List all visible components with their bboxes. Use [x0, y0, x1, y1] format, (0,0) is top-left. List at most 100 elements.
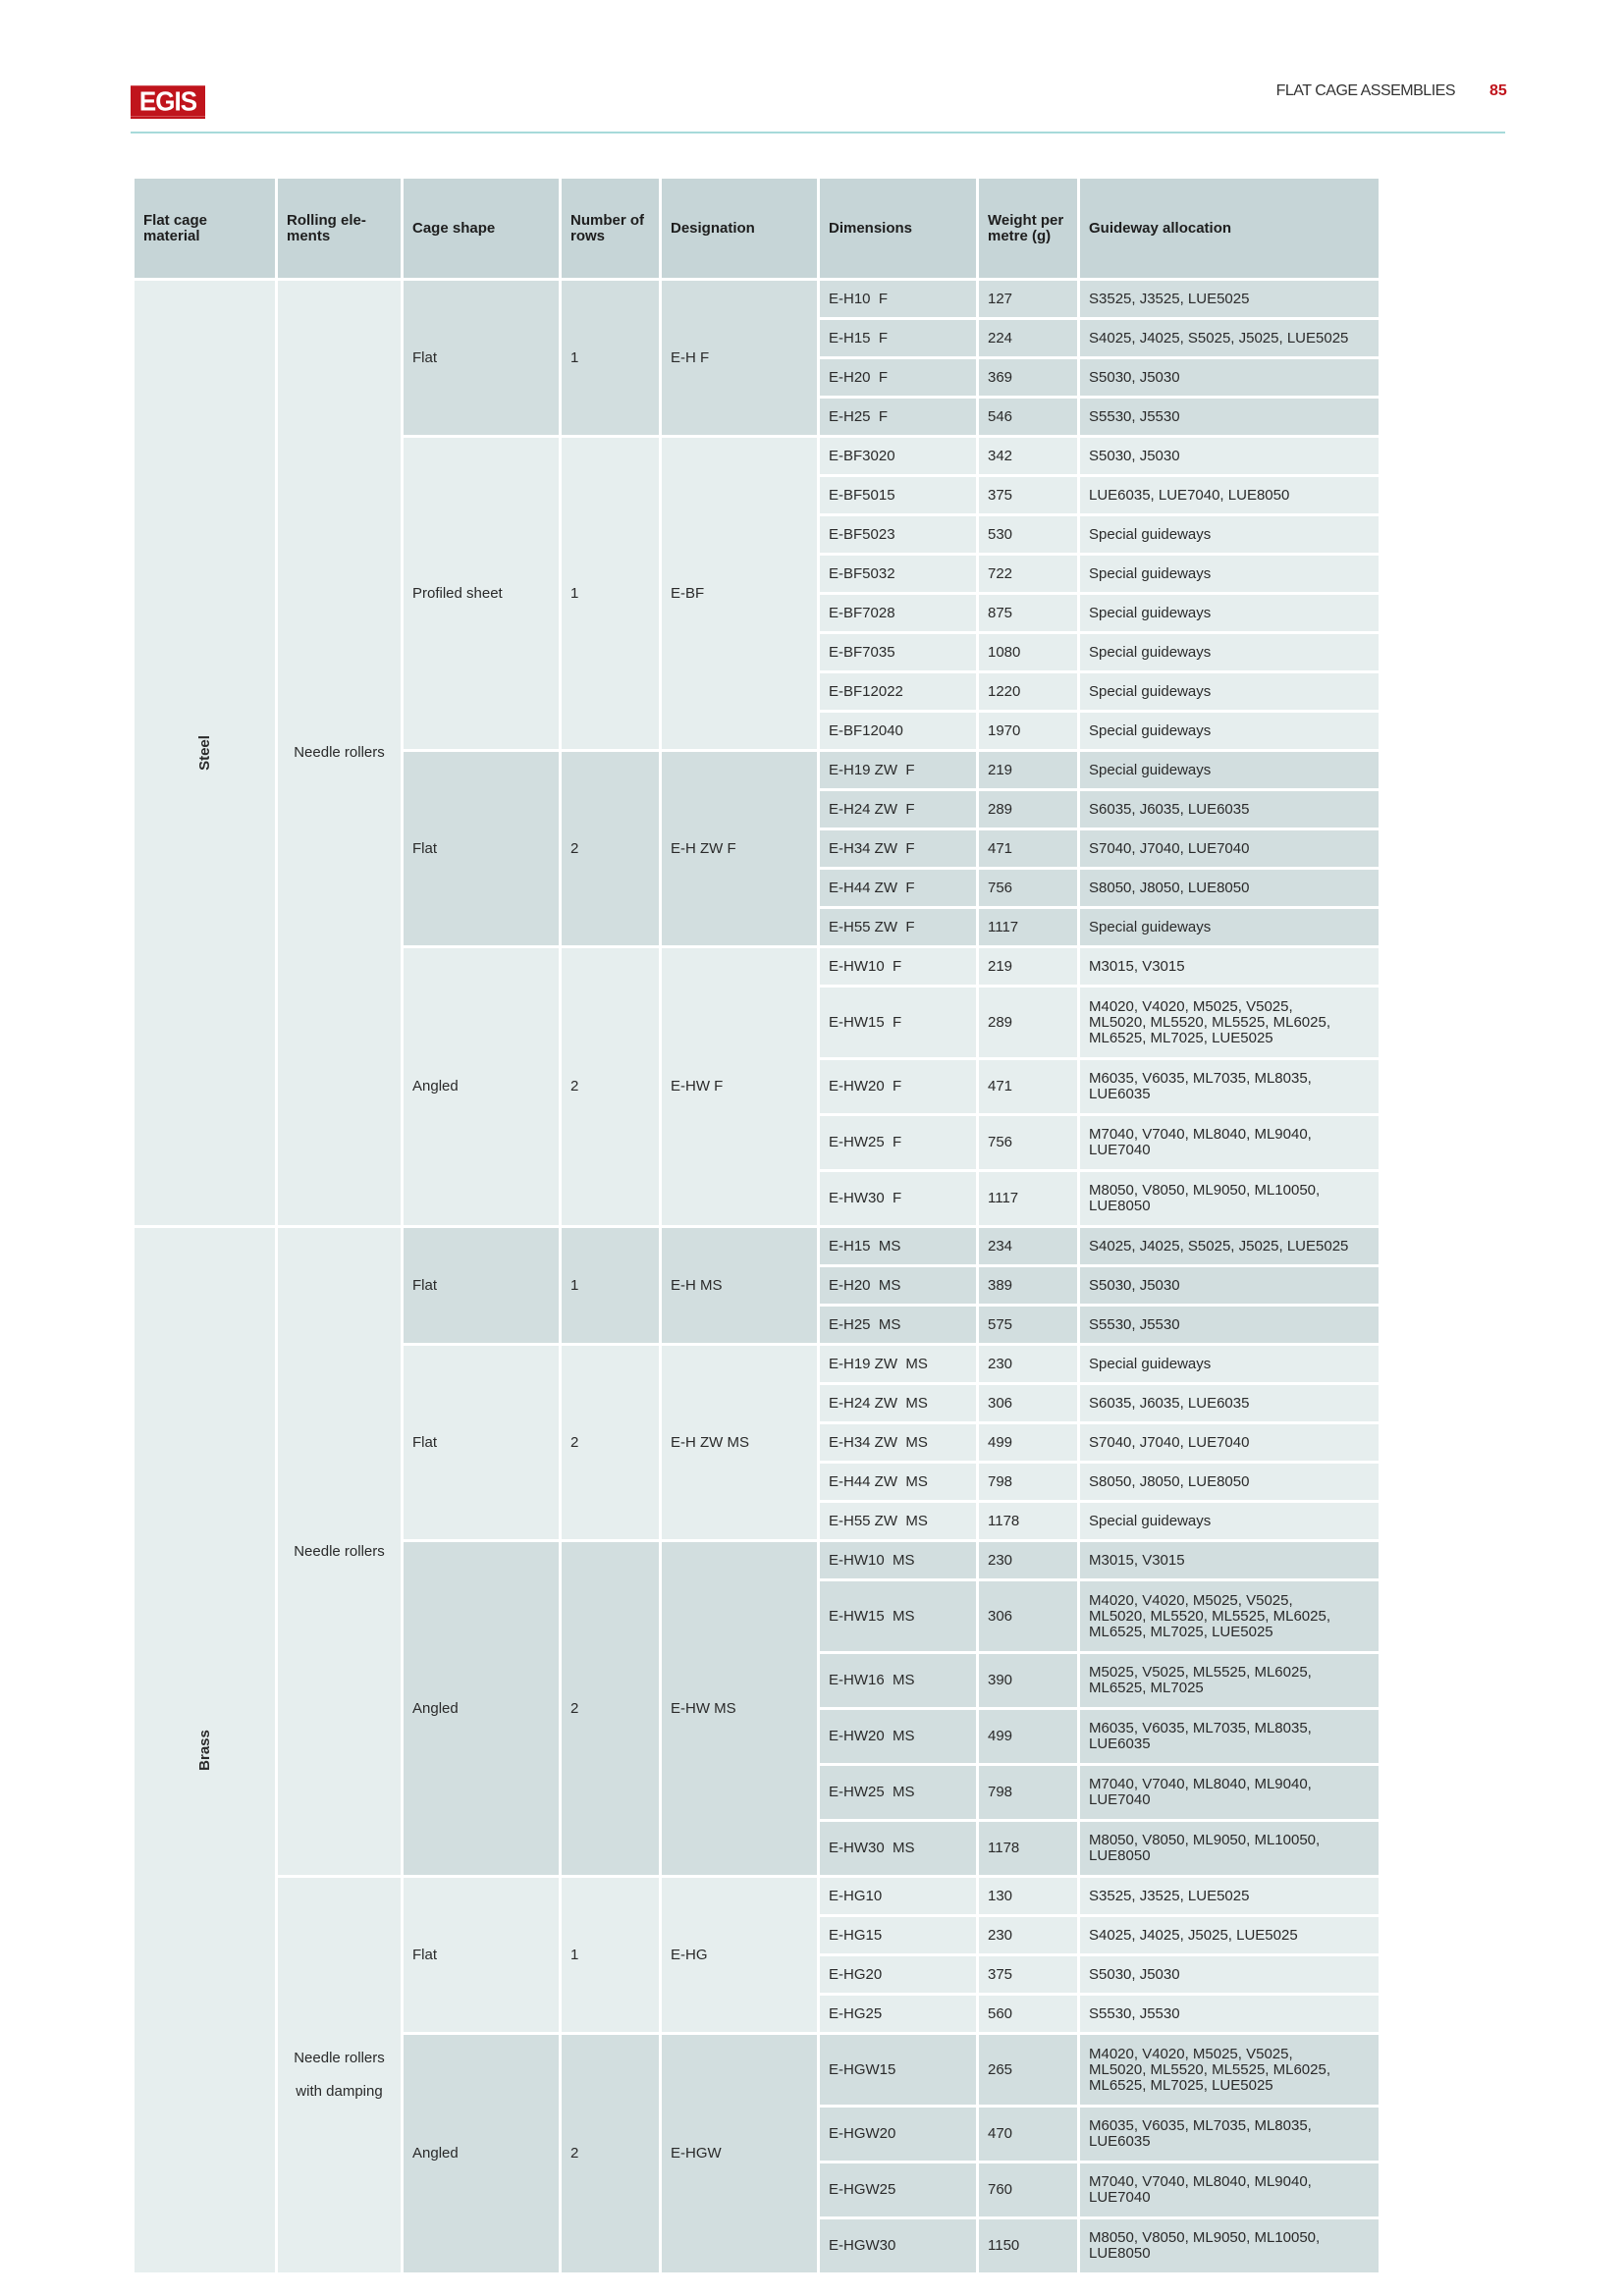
- weight-cell: 127: [979, 281, 1077, 317]
- guideway-cell: Special guideways: [1080, 673, 1379, 710]
- table-row: E-BF5015 375 LUE6035, LUE7040, LUE8050: [135, 477, 1379, 513]
- dimensions-cell: E-BF7028: [820, 595, 976, 631]
- cage-shape-cell: Angled: [404, 948, 559, 1225]
- weight-cell: 234: [979, 1228, 1077, 1264]
- egis-logo: EGIS: [131, 85, 205, 117]
- rows-cell: 1: [562, 1878, 659, 2032]
- table-row: E-H24 ZW MS 306 S6035, J6035, LUE6035: [135, 1385, 1379, 1421]
- dimensions-cell: E-H15 F: [820, 320, 976, 356]
- weight-cell: 499: [979, 1424, 1077, 1461]
- table-row: E-HW15 MS 306 M4020, V4020, M5025, V5025, …: [135, 1581, 1379, 1651]
- dimensions-cell: E-H25 F: [820, 399, 976, 435]
- weight-cell: 756: [979, 870, 1077, 906]
- guideway-cell: Special guideways: [1080, 752, 1379, 788]
- dimensions-cell: E-HG10: [820, 1878, 976, 1914]
- guideway-cell: M4020, V4020, M5025, V5025, ML5020, ML55…: [1080, 988, 1379, 1057]
- designation-cell: E-H F: [662, 281, 817, 435]
- table-row: E-HW30 MS 1178 M8050, V8050, ML9050, ML100…: [135, 1822, 1379, 1875]
- weight-cell: 471: [979, 1060, 1077, 1113]
- weight-cell: 798: [979, 1464, 1077, 1500]
- header-rule: [131, 132, 1505, 133]
- guideway-cell: S5030, J5030: [1080, 359, 1379, 396]
- dimensions-cell: E-BF7035: [820, 634, 976, 670]
- weight-cell: 375: [979, 477, 1077, 513]
- table-row: E-HG25 560 S5530, J5530: [135, 1996, 1379, 2032]
- guideway-cell: S4025, J4025, S5025, J5025, LUE5025: [1080, 1228, 1379, 1264]
- material-label: Steel: [195, 735, 213, 771]
- weight-cell: 530: [979, 516, 1077, 553]
- guideway-cell: S5030, J5030: [1080, 1267, 1379, 1304]
- designation-cell: E-HW MS: [662, 1542, 817, 1875]
- table-row: E-H20 MS 389 S5030, J5030: [135, 1267, 1379, 1304]
- weight-cell: 560: [979, 1996, 1077, 2032]
- weight-cell: 1117: [979, 909, 1077, 945]
- table-row: Brass Needle rollers Flat 1 E-H MS E-H15 MS 23…: [135, 1228, 1379, 2272]
- cage-shape-cell: Flat: [404, 1878, 559, 2032]
- dimensions-cell: E-HG15: [820, 1917, 976, 1953]
- table-row: E-BF5023 530 Special guideways: [135, 516, 1379, 553]
- flat-cage-table: Flat cage material Rolling ele- ments Ca…: [132, 176, 1381, 2275]
- designation-cell: E-H ZW F: [662, 752, 817, 945]
- table-row: E-HGW20 470 M6035, V6035, ML7035, ML8035, …: [135, 2108, 1379, 2161]
- rows-cell: 1: [562, 1228, 659, 1343]
- guideway-cell: M4020, V4020, M5025, V5025, ML5020, ML55…: [1080, 2035, 1379, 2105]
- guideway-cell: Special guideways: [1080, 1503, 1379, 1539]
- table-row: Angled 2 E-HW MS E-HW10 MS 230 M3015, V3015: [135, 1542, 1379, 1875]
- table-row: E-HGW30 1150 M8050, V8050, ML9050, ML10050…: [135, 2219, 1379, 2272]
- designation-cell: E-H ZW MS: [662, 1346, 817, 1539]
- table-body: Steel Needle rollers Flat 1 E-H F E-H10 F 127 S…: [135, 281, 1379, 2272]
- weight-cell: 575: [979, 1307, 1077, 1343]
- guideway-cell: M8050, V8050, ML9050, ML10050, LUE8050: [1080, 1172, 1379, 1225]
- dimensions-cell: E-HW10 MS: [820, 1542, 976, 1578]
- dimensions-cell: E-H55 ZW F: [820, 909, 976, 945]
- rows-cell: 2: [562, 948, 659, 1225]
- table-row: E-H55 ZW F 1117 Special guideways: [135, 909, 1379, 945]
- guideway-cell: S7040, J7040, LUE7040: [1080, 830, 1379, 867]
- guideway-cell: M7040, V7040, ML8040, ML9040, LUE7040: [1080, 2163, 1379, 2216]
- weight-cell: 1080: [979, 634, 1077, 670]
- dimensions-cell: E-HGW20: [820, 2108, 976, 2161]
- weight-cell: 471: [979, 830, 1077, 867]
- col-header-dimensions: Dimensions: [820, 179, 976, 278]
- weight-cell: 1220: [979, 673, 1077, 710]
- dimensions-cell: E-H20 MS: [820, 1267, 976, 1304]
- dimensions-cell: E-BF3020: [820, 438, 976, 474]
- dimensions-cell: E-HG20: [820, 1956, 976, 1993]
- guideway-cell: Special guideways: [1080, 713, 1379, 749]
- guideway-cell: M6035, V6035, ML7035, ML8035, LUE6035: [1080, 1710, 1379, 1763]
- guideway-cell: S7040, J7040, LUE7040: [1080, 1424, 1379, 1461]
- rolling-elements-cell: Needle rollers with damping: [278, 1878, 401, 2272]
- table-row: E-H34 ZW MS 499 S7040, J7040, LUE7040: [135, 1424, 1379, 1461]
- guideway-cell: S4025, J4025, S5025, J5025, LUE5025: [1080, 320, 1379, 356]
- table-row: E-HW25 F 756 M7040, V7040, ML8040, ML9040,…: [135, 1116, 1379, 1169]
- designation-cell: E-HG: [662, 1878, 817, 2032]
- dimensions-cell: E-H25 MS: [820, 1307, 976, 1343]
- dimensions-cell: E-H19 ZW MS: [820, 1346, 976, 1382]
- guideway-cell: M7040, V7040, ML8040, ML9040, LUE7040: [1080, 1766, 1379, 1819]
- table-row: E-H34 ZW F 471 S7040, J7040, LUE7040: [135, 830, 1379, 867]
- guideway-cell: S6035, J6035, LUE6035: [1080, 791, 1379, 828]
- dimensions-cell: E-HW16 MS: [820, 1654, 976, 1707]
- col-header-designation: Designation: [662, 179, 817, 278]
- designation-cell: E-H MS: [662, 1228, 817, 1343]
- section-title: FLAT CAGE ASSEMBLIES: [1275, 82, 1456, 99]
- dimensions-cell: E-H19 ZW F: [820, 752, 976, 788]
- guideway-cell: Special guideways: [1080, 556, 1379, 592]
- cage-shape-cell: Profiled sheet: [404, 438, 559, 749]
- weight-cell: 265: [979, 2035, 1077, 2105]
- col-header-guideway: Guideway allocation: [1080, 179, 1379, 278]
- dimensions-cell: E-HW15 MS: [820, 1581, 976, 1651]
- weight-cell: 219: [979, 948, 1077, 985]
- dimensions-cell: E-H44 ZW MS: [820, 1464, 976, 1500]
- dimensions-cell: E-BF12040: [820, 713, 976, 749]
- weight-cell: 1150: [979, 2219, 1077, 2272]
- guideway-cell: S5030, J5030: [1080, 438, 1379, 474]
- guideway-cell: Special guideways: [1080, 595, 1379, 631]
- dimensions-cell: E-HW30 F: [820, 1172, 976, 1225]
- weight-cell: 756: [979, 1116, 1077, 1169]
- weight-cell: 306: [979, 1385, 1077, 1421]
- col-header-rolling-elements: Rolling ele- ments: [278, 179, 401, 278]
- guideway-cell: S5030, J5030: [1080, 1956, 1379, 1993]
- dimensions-cell: E-H34 ZW F: [820, 830, 976, 867]
- weight-cell: 306: [979, 1581, 1077, 1651]
